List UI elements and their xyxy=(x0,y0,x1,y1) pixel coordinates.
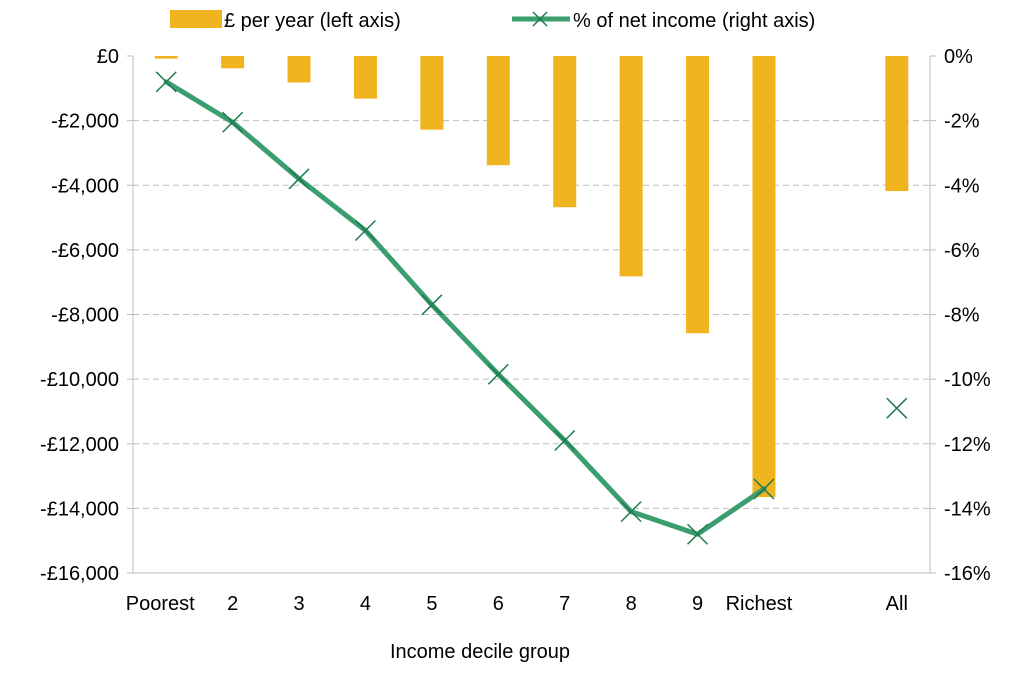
bar-9 xyxy=(686,56,710,334)
x-tick-label: 9 xyxy=(692,593,703,615)
right-axis-tick-label: -10% xyxy=(944,369,991,391)
grid-layer xyxy=(133,120,930,509)
left-axis-tick-label: -£2,000 xyxy=(51,111,119,133)
left-axis-tick-label: -£16,000 xyxy=(40,563,119,585)
x-tick-label: 8 xyxy=(626,593,637,615)
x-tick-label: Richest xyxy=(726,593,793,615)
legend-marker-percent xyxy=(532,11,548,27)
legend: £ per year (left axis) % of net income (… xyxy=(170,10,815,32)
right-axis-tick-label: -2% xyxy=(944,111,980,133)
left-axis-tick-label: -£14,000 xyxy=(40,498,119,520)
bar-layer xyxy=(154,56,909,498)
right-axis-tick-label: -6% xyxy=(944,240,980,262)
right-axis-tick-label: 0% xyxy=(944,46,973,68)
marker-4 xyxy=(354,219,376,242)
left-axis-tick-label: -£4,000 xyxy=(51,175,119,197)
left-axis-tick-label: -£6,000 xyxy=(51,240,119,262)
bar-Poorest xyxy=(154,56,178,59)
percent-line xyxy=(163,79,767,537)
right-axis-tick-label: -16% xyxy=(944,563,991,585)
right-axis-tick-label: -8% xyxy=(944,305,980,327)
marker-3 xyxy=(288,168,310,190)
left-axis-tick-label: -£8,000 xyxy=(51,305,119,327)
x-tick-label: 6 xyxy=(493,593,504,615)
bar-5 xyxy=(420,56,444,130)
marker-2 xyxy=(222,111,244,133)
right-axis-tick-label: -12% xyxy=(944,434,991,456)
label-layer: £0 0% -£2,000 -2% -£4,000 -4% -£6,000 -6% -£8,00… xyxy=(40,46,991,615)
bar-6 xyxy=(486,56,510,166)
x-tick-label: Poorest xyxy=(126,593,195,615)
x-tick-label: 2 xyxy=(227,593,238,615)
marker-All xyxy=(886,397,908,419)
axis-layer xyxy=(127,55,936,574)
x-tick-label: 5 xyxy=(426,593,437,615)
marker-6 xyxy=(487,363,509,385)
bar-2 xyxy=(221,56,245,69)
bar-Richest xyxy=(752,56,776,498)
line-layer xyxy=(155,71,908,545)
left-axis-tick-label: £0 xyxy=(97,46,119,68)
marker-8 xyxy=(620,501,642,523)
x-tick-label: 3 xyxy=(293,593,304,615)
marker-Richest xyxy=(753,478,775,500)
legend-label-percent: % of net income (right axis) xyxy=(573,10,815,32)
bar-All xyxy=(885,56,909,192)
bar-4 xyxy=(353,56,377,99)
bar-7 xyxy=(553,56,577,208)
bar-3 xyxy=(287,56,311,83)
bar-8 xyxy=(619,56,643,277)
left-axis-tick-label: -£10,000 xyxy=(40,369,119,391)
legend-label-bars: £ per year (left axis) xyxy=(224,10,401,32)
x-tick-label: All xyxy=(886,593,908,615)
x-tick-label: 7 xyxy=(559,593,570,615)
marker-Poorest xyxy=(155,71,177,93)
right-axis-tick-label: -4% xyxy=(944,175,980,197)
right-axis-tick-label: -14% xyxy=(944,498,991,520)
x-axis-title: Income decile group xyxy=(390,641,570,663)
legend-swatch-bars-wide xyxy=(170,10,222,28)
left-axis-tick-label: -£12,000 xyxy=(40,434,119,456)
marker-5 xyxy=(421,294,443,316)
marker-9 xyxy=(687,523,709,545)
x-tick-label: 4 xyxy=(360,593,371,615)
marker-7 xyxy=(554,429,576,452)
